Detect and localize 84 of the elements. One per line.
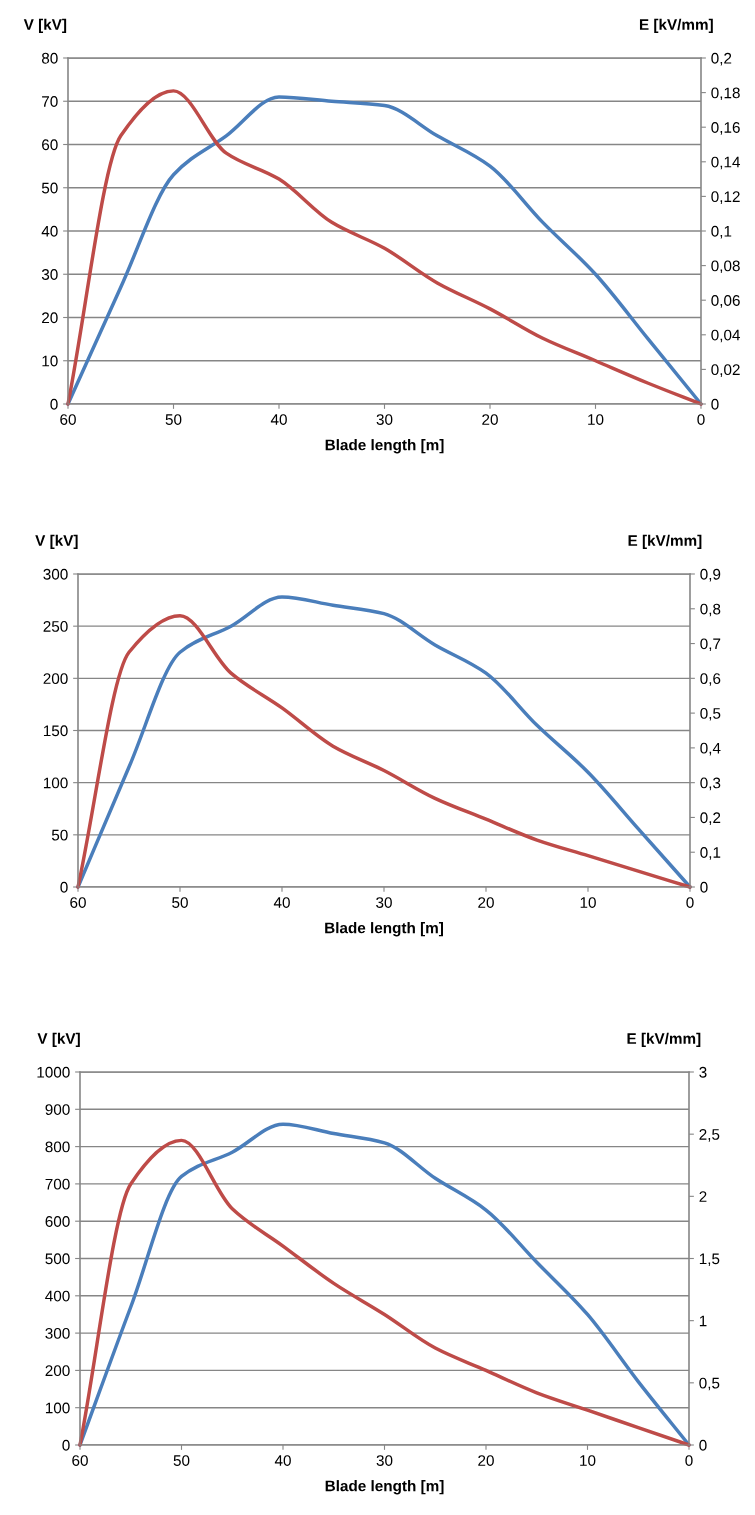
x-axis-title: Blade length [m] [325, 439, 444, 454]
y2-axis-title: E [kV/mm] [639, 18, 713, 33]
y-tick-label: 80 [41, 52, 58, 64]
y2-tick-label: 0,9 [700, 568, 721, 582]
y2-tick-label: 2 [699, 1191, 707, 1202]
y-axis-title: V [kV] [35, 534, 78, 549]
x-tick-label: 60 [70, 897, 86, 908]
x-tick-label: 30 [376, 414, 393, 425]
y-tick-label: 200 [43, 673, 68, 685]
x-tick-label: 0 [685, 1455, 693, 1466]
y2-tick-label: 0,2 [700, 812, 721, 825]
y-tick-label: 600 [45, 1216, 70, 1227]
y-tick-label: 50 [51, 829, 68, 841]
y-tick-label: 20 [42, 312, 58, 324]
y2-tick-label: 0,6 [700, 673, 721, 686]
y2-tick-label: 0,3 [700, 777, 721, 791]
y2-tick-label: 0,02 [711, 364, 740, 377]
y2-tick-label: 1,5 [699, 1253, 720, 1266]
y2-tick-label: 0,1 [700, 847, 721, 860]
y2-tick-label: 0,14 [711, 156, 741, 170]
x-tick-label: 0 [686, 897, 694, 908]
x-tick-label: 10 [580, 897, 596, 908]
y2-tick-label: 0 [700, 881, 708, 893]
x-tick-label: 0 [697, 414, 705, 425]
x-tick-label: 40 [273, 897, 290, 908]
y-tick-label: 100 [43, 777, 68, 789]
y2-tick-label: 1 [699, 1315, 707, 1327]
y2-tick-label: 0,12 [711, 191, 740, 204]
y-tick-label: 30 [41, 269, 58, 280]
y-tick-label: 50 [41, 182, 58, 194]
y-tick-label: 0 [60, 881, 68, 893]
y-tick-label: 800 [45, 1141, 70, 1153]
x-tick-label: 20 [478, 897, 494, 908]
y2-tick-label: 0 [699, 1439, 707, 1451]
y-tick-label: 70 [42, 96, 58, 107]
y2-tick-label: 0,06 [711, 295, 740, 308]
y2-tick-label: 0,5 [700, 707, 721, 721]
y-tick-label: 700 [45, 1178, 70, 1190]
y-tick-label: 100 [45, 1402, 70, 1414]
y2-tick-label: 0,04 [711, 329, 741, 343]
x-tick-label: 40 [270, 414, 287, 425]
y-tick-label: 200 [45, 1365, 70, 1377]
x-tick-label: 30 [376, 1455, 393, 1466]
y-tick-label: 150 [43, 725, 68, 737]
y2-tick-label: 0,16 [711, 122, 740, 135]
x-tick-label: 30 [376, 897, 392, 908]
y2-tick-label: 0 [711, 398, 719, 410]
y2-tick-label: 0,4 [700, 742, 721, 756]
y-tick-label: 900 [45, 1104, 70, 1115]
y2-axis-title: E [kV/mm] [627, 1032, 701, 1047]
y2-tick-label: 0,08 [711, 260, 740, 274]
y2-tick-label: 2,5 [699, 1129, 720, 1142]
x-axis-title: Blade length [m] [325, 1480, 444, 1495]
x-tick-label: 60 [72, 1455, 88, 1466]
y-tick-label: 300 [45, 1327, 70, 1339]
y2-tick-label: 0,8 [700, 603, 721, 617]
y-tick-label: 1000 [37, 1066, 70, 1078]
x-tick-label: 20 [482, 414, 498, 425]
x-tick-label: 10 [588, 414, 604, 425]
y-tick-label: 60 [42, 139, 58, 151]
y-tick-label: 10 [42, 355, 58, 367]
y-tick-label: 40 [41, 225, 58, 237]
x-tick-label: 50 [165, 414, 182, 425]
y2-tick-label: 3 [699, 1066, 707, 1078]
y2-tick-label: 0,5 [699, 1377, 720, 1391]
x-axis-title: Blade length [m] [325, 922, 443, 937]
y-tick-label: 0 [50, 398, 58, 410]
y-tick-label: 400 [45, 1290, 70, 1302]
x-tick-label: 50 [172, 897, 188, 908]
y2-tick-label: 0,7 [700, 638, 721, 652]
y2-tick-label: 0,1 [711, 225, 732, 239]
y-tick-label: 300 [43, 568, 68, 580]
y-tick-label: 250 [43, 621, 68, 632]
y-tick-label: 0 [62, 1439, 70, 1451]
y2-tick-label: 0,2 [711, 52, 732, 66]
y2-tick-label: 0,18 [711, 87, 740, 101]
y-axis-title: V [kV] [37, 1032, 80, 1047]
x-tick-label: 40 [274, 1455, 291, 1466]
x-tick-label: 50 [173, 1455, 190, 1466]
y2-axis-title: E [kV/mm] [628, 534, 702, 549]
y-axis-title: V [kV] [23, 18, 67, 33]
y-tick-label: 500 [45, 1253, 70, 1265]
x-tick-label: 10 [580, 1455, 596, 1466]
x-tick-label: 20 [478, 1455, 494, 1466]
